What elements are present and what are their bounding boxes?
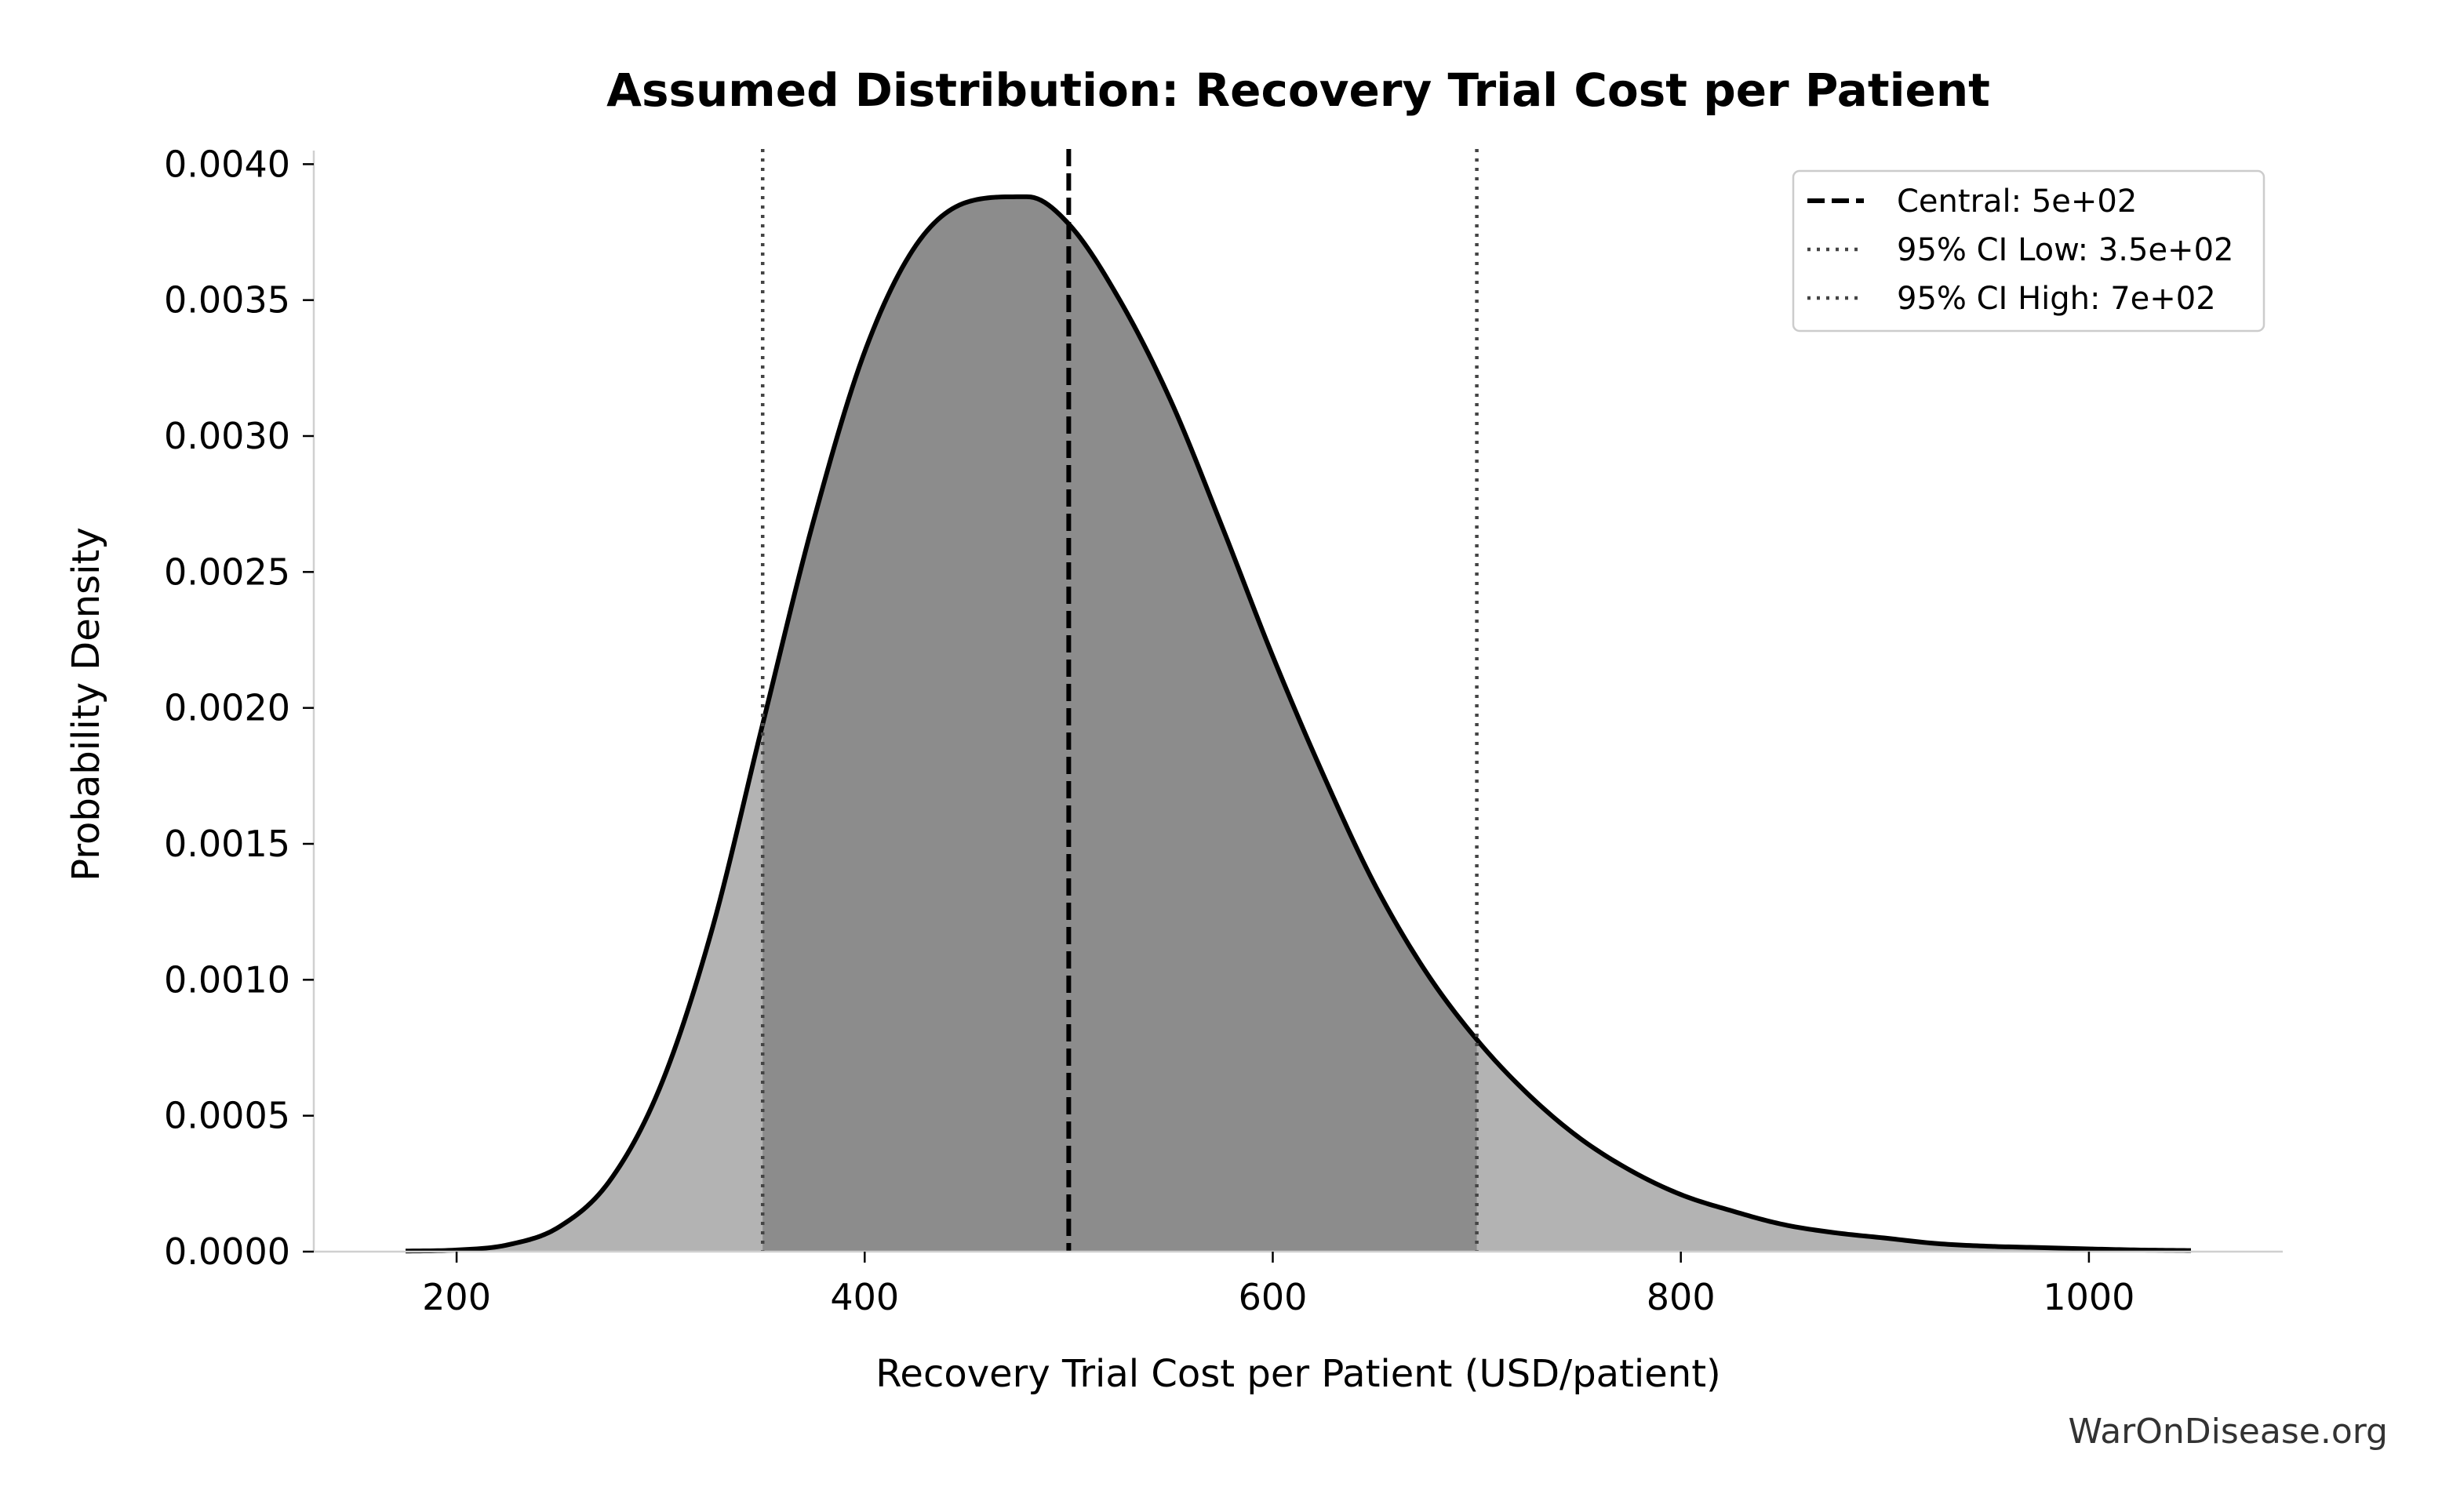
y-tick-label: 0.0040 xyxy=(164,143,290,185)
legend-entry-label: 95% CI High: 7e+02 xyxy=(1897,281,2216,317)
y-tick-label: 0.0025 xyxy=(164,551,290,593)
plot-area: 200 400 600 800 1000 0.0000 0.0005 0.0010 0.0015… xyxy=(164,143,2283,1318)
y-tick-label: 0.0035 xyxy=(164,279,290,322)
y-tick-label: 0.0020 xyxy=(164,687,290,729)
y-tick-label: 0.0030 xyxy=(164,415,290,457)
x-tick-label: 400 xyxy=(830,1276,899,1318)
y-axis-label: Probability Density xyxy=(64,527,108,881)
legend-box xyxy=(1792,169,2265,333)
x-axis-label: Recovery Trial Cost per Patient (USD/pat… xyxy=(875,1352,1721,1396)
density-curve xyxy=(405,194,2191,1254)
legend-entry-label: Central: 5e+02 xyxy=(1897,184,2137,220)
x-tick-label: 200 xyxy=(422,1276,491,1318)
y-tick-label: 0.0005 xyxy=(164,1095,290,1137)
y-tick-label: 0.0015 xyxy=(164,823,290,865)
legend-entry-label: 95% CI Low: 3.5e+02 xyxy=(1897,232,2233,268)
y-tick-label: 0.0000 xyxy=(164,1230,290,1273)
x-tick-label: 800 xyxy=(1647,1276,1716,1318)
legend: Central: 5e+02 95% CI Low: 3.5e+02 95% CI … xyxy=(1792,169,2265,333)
x-tick-label: 600 xyxy=(1239,1276,1308,1318)
x-tick-label: 1000 xyxy=(2043,1276,2134,1318)
ci-shaded-area xyxy=(762,196,1477,1252)
chart-title: Assumed Distribution: Recovery Trial Cos… xyxy=(606,64,1990,117)
watermark-text: WarOnDisease.org xyxy=(2069,1412,2388,1452)
y-tick-label: 0.0010 xyxy=(164,958,290,1001)
